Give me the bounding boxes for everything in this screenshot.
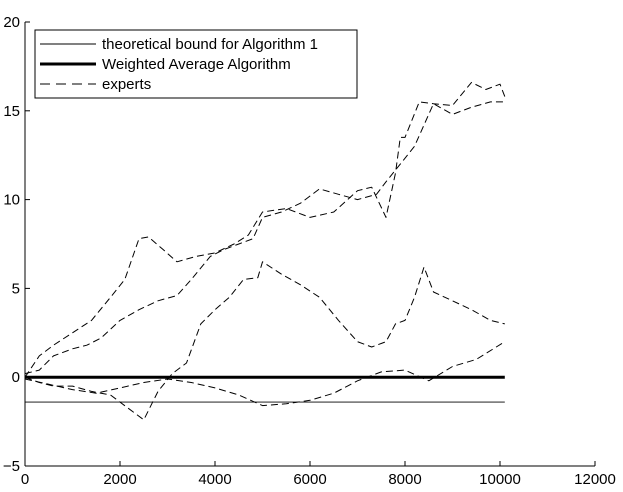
x-tick-label: 6000	[293, 471, 326, 488]
x-tick-label: 8000	[388, 471, 421, 488]
series-layer	[24, 81, 506, 421]
y-tick-label: −5	[3, 458, 20, 475]
series-line-expert-4	[24, 261, 505, 421]
x-tick-label: 4000	[198, 471, 231, 488]
y-tick-label: 0	[12, 369, 20, 386]
y-tick-label: 15	[3, 103, 20, 120]
x-tick-label: 10000	[479, 471, 521, 488]
x-tick-label: 2000	[103, 471, 136, 488]
legend-label-weighted-average: Weighted Average Algorithm	[102, 56, 291, 73]
series-line-expert-3	[24, 101, 505, 375]
y-tick-label: 20	[3, 14, 20, 31]
series-line-expert-2	[24, 81, 506, 378]
x-tick-label: 0	[21, 471, 29, 488]
legend-label-theoretical-bound: theoretical bound for Algorithm 1	[102, 36, 318, 53]
y-tick-label: 5	[12, 280, 20, 297]
legend-label-experts: experts	[102, 76, 151, 93]
legend: theoretical bound for Algorithm 1 Weight…	[34, 29, 358, 99]
y-tick-label: 10	[3, 192, 20, 209]
x-tick-label: 12000	[574, 471, 616, 488]
series-line-expert-5	[24, 341, 506, 407]
